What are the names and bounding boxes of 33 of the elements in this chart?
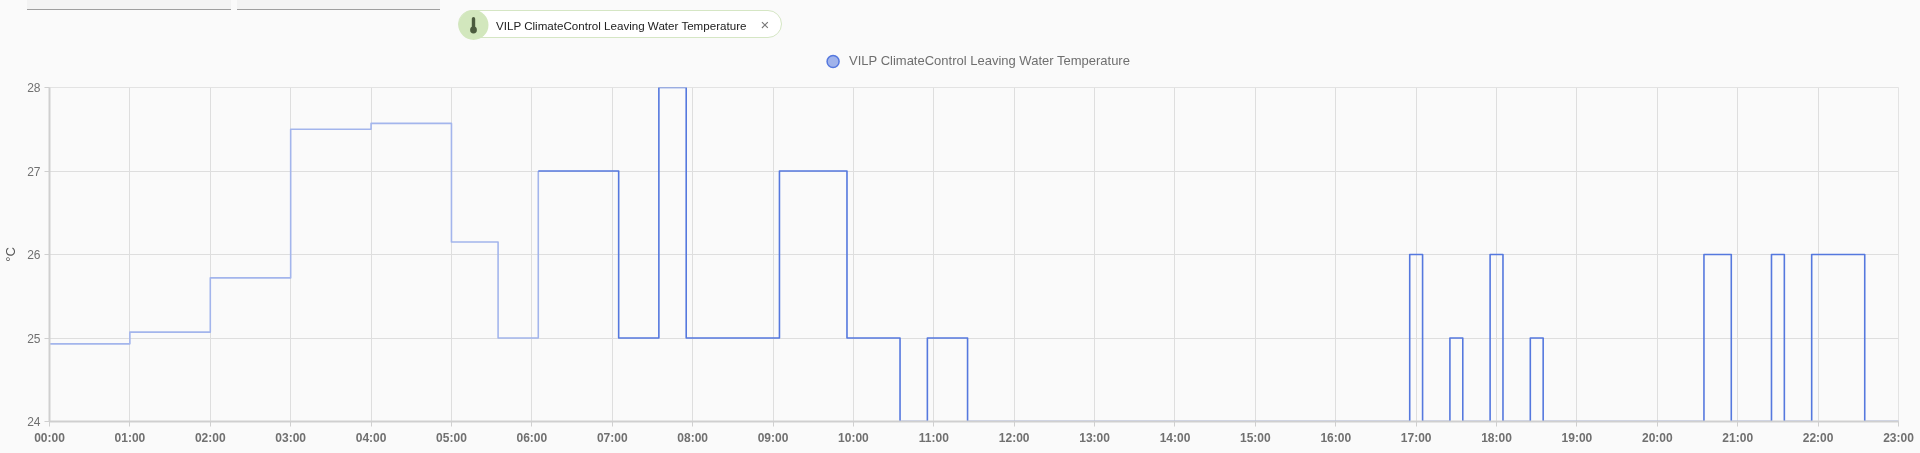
x-tick-label: 03:00 (275, 430, 307, 445)
x-tick-label: 22:00 (1802, 430, 1834, 445)
x-tick-label: 14:00 (1159, 430, 1191, 445)
y-axis-title: °C (3, 247, 19, 262)
x-tick-label: 06:00 (516, 430, 548, 445)
x-tick-label: 16:00 (1320, 430, 1352, 445)
x-tick-label: 12:00 (998, 430, 1030, 445)
x-tick-label: 13:00 (1079, 430, 1111, 445)
x-tick-label: 01:00 (114, 430, 146, 445)
x-tick-label: 15:00 (1240, 430, 1272, 445)
y-tick-label: 24 (27, 415, 41, 429)
x-tick-label: 23:00 (1883, 430, 1915, 445)
x-tick-label: 18:00 (1481, 430, 1513, 445)
x-tick-label: 11:00 (918, 430, 950, 445)
text: × (760, 16, 770, 33)
x-tick-label: 20:00 (1641, 430, 1673, 445)
x-tick-label: 00:00 (34, 430, 66, 445)
y-tick-label: 25 (27, 331, 41, 346)
x-tick-label: 02:00 (194, 430, 226, 445)
x-tick-label: 21:00 (1722, 430, 1754, 445)
y-tick-label: 28 (27, 81, 41, 95)
y-tick-label: 26 (27, 248, 41, 262)
y-tick-label: 27 (27, 164, 41, 179)
x-tick-label: 17:00 (1400, 430, 1432, 445)
x-tick-label: 04:00 (355, 430, 387, 445)
legend-label: VILP ClimateControl Leaving Water Temperature (849, 52, 1130, 70)
x-tick-label: 08:00 (677, 430, 709, 445)
x-tick-label: 05:00 (436, 430, 468, 445)
text: VILP ClimateControl Leaving Water Temperature (496, 19, 747, 32)
x-tick-label: 19:00 (1561, 430, 1593, 445)
x-tick-label: 07:00 (596, 430, 628, 445)
x-tick-label: 09:00 (757, 430, 789, 445)
x-tick-label: 10:00 (838, 430, 870, 445)
